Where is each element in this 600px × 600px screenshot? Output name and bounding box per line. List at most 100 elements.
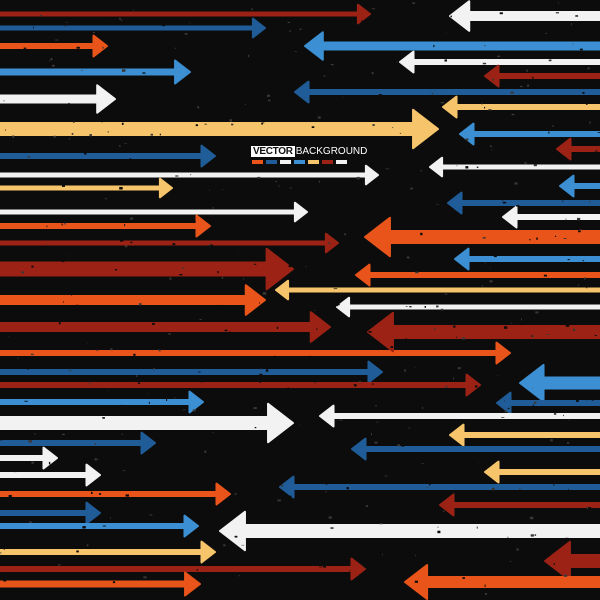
- grunge-speck: [215, 583, 218, 587]
- grunge-speck: [124, 142, 128, 144]
- grunge-speck: [121, 122, 124, 125]
- grunge-speck: [305, 73, 307, 75]
- grunge-speck: [440, 201, 444, 203]
- grunge-speck: [51, 64, 55, 67]
- grunge-speck: [121, 433, 124, 435]
- grunge-speck: [556, 114, 560, 117]
- left-arrow-lightblue: [519, 363, 600, 403]
- grunge-speck: [257, 176, 261, 179]
- grunge-speck: [380, 363, 382, 367]
- grunge-speck: [217, 271, 219, 274]
- grunge-speck: [295, 520, 298, 521]
- grunge-speck: [189, 22, 191, 24]
- grunge-speck: [511, 322, 512, 324]
- grunge-speck: [509, 360, 514, 361]
- grunge-speck: [299, 424, 301, 426]
- grunge-speck: [415, 271, 419, 274]
- grunge-speck: [456, 336, 457, 338]
- grunge-speck: [121, 404, 123, 407]
- grunge-speck: [68, 138, 71, 140]
- grunge-speck: [46, 225, 48, 228]
- grunge-speck: [234, 203, 239, 205]
- grunge-speck: [112, 581, 116, 584]
- grunge-speck: [483, 545, 485, 546]
- grunge-speck: [200, 380, 204, 383]
- grunge-speck: [529, 516, 534, 520]
- left-arrow-white: [502, 205, 600, 229]
- grunge-speck: [519, 488, 521, 490]
- swatch-white: [336, 160, 347, 164]
- grunge-speck: [68, 370, 72, 371]
- left-arrow-red: [544, 540, 600, 582]
- grunge-speck: [260, 368, 262, 370]
- grunge-speck: [578, 230, 581, 233]
- grunge-speck: [71, 293, 72, 296]
- grunge-speck: [216, 71, 218, 74]
- grunge-speck: [375, 256, 377, 258]
- grunge-speck: [572, 43, 574, 45]
- grunge-speck: [423, 56, 427, 58]
- grunge-speck: [143, 576, 147, 579]
- grunge-speck: [382, 553, 383, 556]
- grunge-speck: [485, 423, 487, 426]
- right-arrow-yellow: [0, 540, 216, 564]
- grunge-speck: [507, 536, 509, 538]
- grunge-speck: [341, 587, 343, 590]
- grunge-speck: [488, 109, 492, 111]
- grunge-speck: [153, 368, 155, 370]
- grunge-speck: [414, 171, 418, 173]
- grunge-speck: [482, 62, 487, 65]
- grunge-speck: [373, 393, 375, 396]
- grunge-speck: [310, 230, 313, 232]
- grunge-speck: [336, 420, 338, 421]
- grunge-speck: [437, 319, 440, 322]
- grunge-speck: [450, 15, 452, 18]
- grunge-speck: [409, 306, 412, 308]
- grunge-speck: [230, 196, 234, 198]
- grunge-speck: [49, 59, 50, 62]
- grunge-speck: [497, 55, 501, 58]
- right-arrow-blue: [0, 431, 156, 455]
- grunge-speck: [596, 253, 599, 256]
- grunge-speck: [372, 383, 374, 385]
- grunge-speck: [326, 464, 328, 466]
- grunge-speck: [354, 1, 356, 3]
- grunge-speck: [319, 566, 323, 568]
- grunge-speck: [190, 174, 192, 176]
- left-arrow-red: [439, 493, 600, 517]
- grunge-speck: [565, 218, 567, 220]
- grunge-speck: [331, 186, 333, 189]
- grunge-speck: [436, 305, 439, 308]
- grunge-speck: [65, 21, 69, 23]
- grunge-speck: [562, 200, 564, 202]
- grunge-speck: [477, 295, 480, 298]
- grunge-speck: [122, 470, 126, 472]
- grunge-speck: [138, 501, 141, 505]
- grunge-speck: [585, 103, 588, 105]
- grunge-speck: [496, 520, 498, 522]
- grunge-speck: [387, 81, 390, 83]
- grunge-speck: [98, 257, 100, 259]
- grunge-speck: [550, 439, 553, 442]
- grunge-speck: [168, 333, 171, 335]
- grunge-speck: [131, 102, 135, 105]
- grunge-speck: [163, 446, 165, 449]
- grunge-speck: [481, 102, 483, 105]
- grunge-speck: [77, 405, 79, 406]
- grunge-speck: [45, 366, 47, 367]
- grunge-speck: [589, 201, 591, 203]
- grunge-speck: [414, 244, 418, 246]
- grunge-speck: [111, 317, 112, 319]
- grunge-speck: [3, 579, 7, 582]
- grunge-speck: [176, 52, 178, 55]
- grunge-speck: [340, 388, 344, 390]
- grunge-speck: [547, 545, 549, 547]
- left-arrow-yellow: [275, 279, 600, 301]
- grunge-speck: [9, 558, 14, 560]
- grunge-speck: [165, 405, 167, 406]
- grunge-speck: [424, 306, 426, 308]
- grunge-speck: [132, 575, 136, 579]
- grunge-speck: [204, 123, 207, 125]
- grunge-speck: [456, 165, 458, 167]
- grunge-speck: [114, 269, 117, 271]
